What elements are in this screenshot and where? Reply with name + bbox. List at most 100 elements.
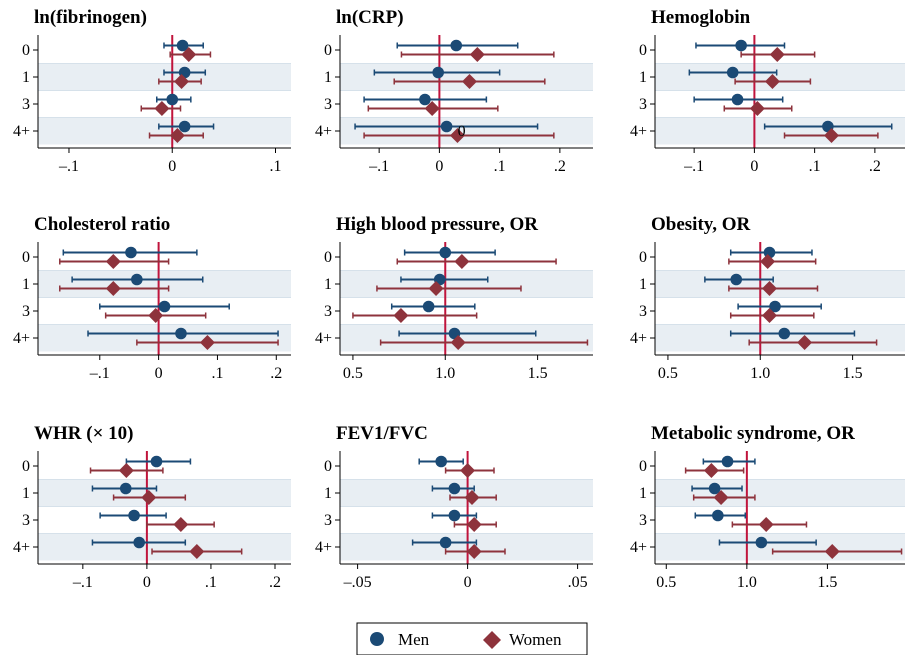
category-label: 4+	[630, 330, 647, 347]
point-estimate-women	[169, 128, 185, 143]
category-label: 0	[22, 458, 30, 475]
series-men	[688, 39, 893, 133]
point-estimate-men	[448, 509, 461, 522]
point-estimate-men	[128, 509, 140, 522]
series-men	[691, 455, 817, 549]
category-label: 1	[22, 276, 30, 293]
point-estimate-women	[173, 517, 189, 532]
x-tick-label: .2	[269, 574, 281, 591]
category-label: 1	[324, 69, 332, 86]
category-label: 4+	[13, 539, 30, 556]
legend: Men Women	[356, 622, 588, 655]
category-label: 0	[639, 42, 647, 59]
x-tick-label: .1	[270, 158, 282, 175]
x-tick-label: –.05	[343, 574, 372, 591]
x-tick-label: 1.0	[750, 365, 770, 382]
row-band	[38, 324, 291, 352]
row-band	[38, 270, 291, 298]
point-estimate-men	[435, 455, 448, 468]
annotation-label: 0	[458, 123, 466, 140]
legend-men-marker	[370, 632, 384, 646]
x-tick-label: 1.5	[843, 365, 863, 382]
point-estimate-women	[450, 335, 466, 350]
series-men	[91, 455, 192, 549]
point-estimate-men	[726, 66, 739, 79]
point-estimate-women	[118, 463, 134, 478]
point-estimate-women	[393, 308, 409, 323]
category-label: 1	[639, 276, 647, 293]
point-estimate-women	[462, 74, 478, 89]
point-estimate-men	[133, 536, 145, 549]
category-label: 3	[22, 96, 30, 113]
point-estimate-women	[749, 101, 765, 116]
panel-title: High blood pressure, OR	[336, 214, 538, 235]
panel-6: Obesity, OR0 1 3 4+ 0.5 1.0 1.5	[630, 214, 905, 382]
row-band	[38, 479, 291, 507]
x-tick-label: 1.0	[435, 365, 455, 382]
point-estimate-women	[148, 308, 164, 323]
point-estimate-men	[176, 39, 189, 52]
point-estimate-men	[175, 327, 187, 340]
legend-women-marker	[483, 631, 501, 649]
category-label: 3	[639, 96, 647, 113]
series-women	[59, 254, 279, 350]
panel-title: ln(fibrinogen)	[34, 7, 147, 28]
row-band	[340, 270, 593, 298]
point-estimate-men	[735, 39, 747, 52]
row-band	[655, 479, 905, 507]
point-estimate-women	[181, 47, 197, 62]
x-tick-label: 1.5	[528, 365, 548, 382]
row-band	[340, 479, 593, 507]
point-estimate-women	[824, 544, 840, 559]
point-estimate-men	[708, 482, 721, 495]
point-estimate-women	[713, 490, 729, 505]
point-estimate-women	[174, 74, 190, 89]
point-estimate-women	[460, 463, 476, 478]
series-men	[354, 39, 539, 133]
x-tick-label: .2	[869, 158, 881, 175]
legend-box	[356, 622, 588, 655]
point-estimate-men	[440, 120, 453, 133]
row-band	[655, 63, 905, 91]
category-label: 1	[324, 485, 332, 502]
x-tick-label: 0.5	[658, 365, 678, 382]
point-estimate-women	[823, 128, 839, 143]
x-tick-label: –.1	[58, 158, 79, 175]
point-estimate-women	[449, 128, 465, 143]
x-tick-label: .1	[205, 574, 217, 591]
point-estimate-men	[730, 273, 743, 286]
panel-title: FEV1/FVC	[336, 423, 428, 444]
point-estimate-men	[125, 246, 137, 259]
panel-title: Cholesterol ratio	[34, 214, 170, 235]
category-label: 4+	[315, 330, 332, 347]
panel-9: Metabolic syndrome, OR0 1 3 4+ 0.5 1.0 1.5	[630, 423, 905, 591]
point-estimate-men	[131, 273, 143, 286]
x-tick-label: –.1	[368, 158, 389, 175]
point-estimate-women	[154, 101, 170, 116]
x-tick-label: 1.0	[737, 574, 757, 591]
point-estimate-women	[199, 335, 215, 350]
series-women	[728, 254, 878, 350]
series-women	[352, 254, 589, 350]
point-estimate-women	[105, 254, 121, 269]
category-label: 3	[22, 512, 30, 529]
series-women	[723, 47, 879, 143]
x-tick-label: .2	[270, 365, 282, 382]
category-label: 4+	[13, 330, 30, 347]
point-estimate-men	[166, 93, 179, 106]
series-women	[684, 463, 903, 559]
category-label: 0	[324, 249, 332, 266]
panel-title: Metabolic syndrome, OR	[651, 423, 855, 444]
x-tick-label: 0	[750, 158, 758, 175]
panel-title: Hemoglobin	[651, 7, 751, 28]
x-tick-label: 0	[464, 574, 472, 591]
legend-men-label: Men	[398, 630, 430, 649]
x-tick-label: –.1	[72, 574, 93, 591]
point-estimate-women	[764, 74, 780, 89]
category-label: 0	[324, 42, 332, 59]
